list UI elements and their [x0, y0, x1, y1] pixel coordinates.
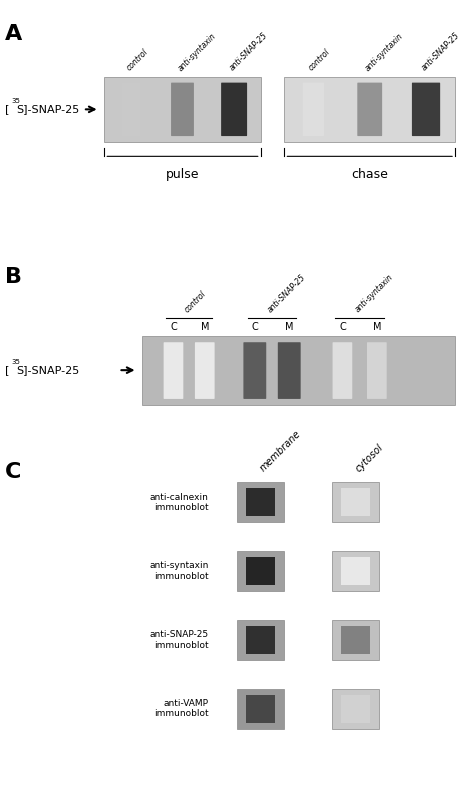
Text: [: [: [5, 104, 9, 114]
Bar: [237, 688, 284, 729]
Bar: [237, 620, 284, 660]
Bar: [246, 557, 275, 585]
Text: anti-SNAP-25: anti-SNAP-25: [228, 31, 269, 73]
Text: anti-calnexin
immunoblot: anti-calnexin immunoblot: [150, 492, 209, 512]
Text: [: [: [5, 365, 9, 375]
FancyBboxPatch shape: [121, 83, 141, 136]
Bar: [104, 77, 261, 142]
Text: anti-SNAP-25
immunoblot: anti-SNAP-25 immunoblot: [149, 630, 209, 650]
FancyBboxPatch shape: [171, 83, 194, 136]
Bar: [332, 688, 379, 729]
Text: anti-SNAP-25: anti-SNAP-25: [265, 272, 307, 314]
Bar: [341, 625, 370, 654]
Bar: [284, 77, 455, 142]
Text: anti-syntaxin: anti-syntaxin: [176, 32, 218, 73]
FancyBboxPatch shape: [303, 83, 324, 136]
FancyBboxPatch shape: [243, 343, 266, 399]
Bar: [332, 482, 379, 522]
Text: A: A: [5, 24, 22, 45]
Text: S]-SNAP-25: S]-SNAP-25: [17, 104, 80, 114]
Text: control: control: [125, 48, 150, 73]
Bar: [332, 551, 379, 591]
FancyBboxPatch shape: [367, 343, 387, 399]
Bar: [246, 488, 275, 517]
FancyBboxPatch shape: [195, 343, 215, 399]
Text: pulse: pulse: [166, 168, 199, 181]
Text: control: control: [183, 289, 208, 314]
Text: anti-syntaxin
immunoblot: anti-syntaxin immunoblot: [149, 561, 209, 581]
Bar: [246, 625, 275, 654]
Text: C: C: [170, 322, 177, 332]
Text: control: control: [307, 48, 332, 73]
Bar: [142, 336, 455, 405]
Text: anti-SNAP-25: anti-SNAP-25: [419, 31, 461, 73]
Text: C: C: [251, 322, 258, 332]
Text: B: B: [5, 267, 22, 288]
Text: anti-VAMP
immunoblot: anti-VAMP immunoblot: [154, 699, 209, 718]
Bar: [341, 488, 370, 517]
FancyBboxPatch shape: [357, 83, 382, 136]
Text: M: M: [285, 322, 293, 332]
Text: 35: 35: [12, 98, 21, 104]
Bar: [341, 557, 370, 585]
Text: anti-syntaxin: anti-syntaxin: [353, 273, 395, 314]
Text: chase: chase: [351, 168, 388, 181]
Text: M: M: [201, 322, 209, 332]
FancyBboxPatch shape: [412, 83, 440, 136]
Bar: [237, 482, 284, 522]
FancyBboxPatch shape: [278, 343, 301, 399]
Bar: [237, 551, 284, 591]
Text: C: C: [339, 322, 346, 332]
Bar: [341, 695, 370, 723]
FancyBboxPatch shape: [333, 343, 352, 399]
Text: S]-SNAP-25: S]-SNAP-25: [17, 365, 80, 375]
Bar: [246, 695, 275, 723]
Text: M: M: [373, 322, 381, 332]
Text: membrane: membrane: [258, 429, 303, 474]
Bar: [332, 620, 379, 660]
Text: anti-syntaxin: anti-syntaxin: [364, 32, 405, 73]
Text: 35: 35: [12, 359, 21, 365]
FancyBboxPatch shape: [221, 83, 247, 136]
FancyBboxPatch shape: [164, 343, 183, 399]
Text: C: C: [5, 462, 21, 482]
Text: cytosol: cytosol: [353, 442, 385, 474]
